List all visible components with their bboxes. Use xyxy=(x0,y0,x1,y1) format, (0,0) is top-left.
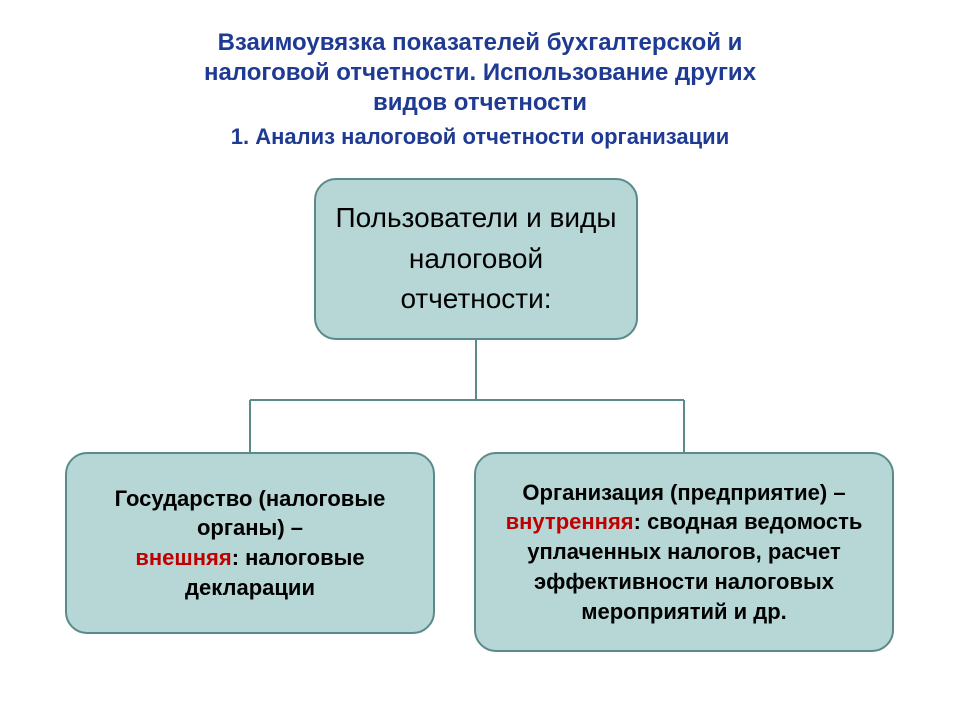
title-line-1: Взаимоувязка показателей бухгалтерской и xyxy=(218,29,743,56)
right-part1: Организация (предприятие) xyxy=(522,480,827,505)
title-block: Взаимоувязка показателей бухгалтерской и… xyxy=(60,28,900,150)
left-node-text: Государство (налоговые органы) – внешняя… xyxy=(89,484,411,603)
left-dash: – xyxy=(285,515,303,540)
left-keyword: внешняя xyxy=(135,545,231,570)
title-main: Взаимоувязка показателей бухгалтерской и… xyxy=(60,28,900,118)
right-dash: – xyxy=(827,480,845,505)
root-line-3: отчетности: xyxy=(400,279,551,320)
left-part1: Государство (налоговые органы) xyxy=(115,486,386,541)
left-child-node: Государство (налоговые органы) – внешняя… xyxy=(65,452,435,634)
title-line-2: налоговой отчетности. Использование друг… xyxy=(204,59,756,86)
title-line-3: видов отчетности xyxy=(373,89,587,116)
title-subtitle: 1. Анализ налоговой отчетности организац… xyxy=(60,124,900,150)
root-node: Пользователи и виды налоговой отчетности… xyxy=(314,178,638,340)
right-keyword: внутренняя xyxy=(506,509,634,534)
root-line-2: налоговой xyxy=(409,239,543,280)
right-node-text: Организация (предприятие) – внутренняя: … xyxy=(498,478,870,626)
root-line-1: Пользователи и виды xyxy=(336,198,617,239)
right-child-node: Организация (предприятие) – внутренняя: … xyxy=(474,452,894,652)
